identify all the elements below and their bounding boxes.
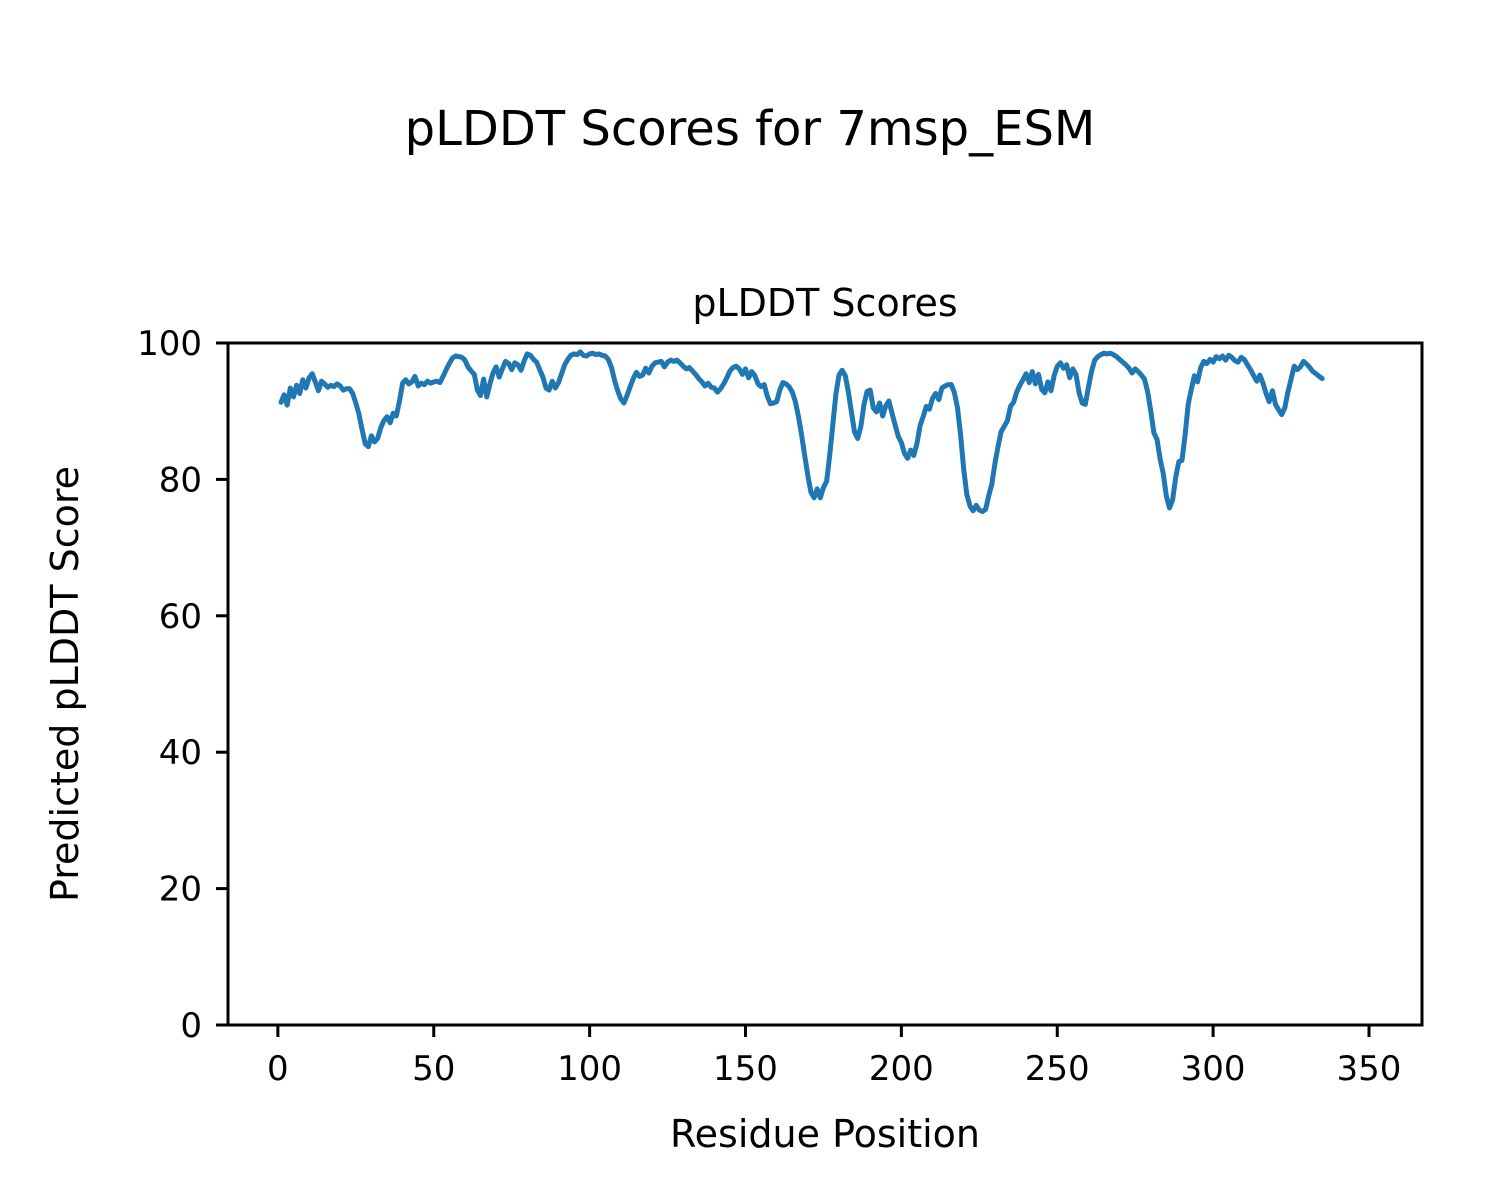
plddt-series-line — [278, 349, 1325, 514]
x-axis-label: Residue Position — [670, 1112, 980, 1156]
figure-suptitle: pLDDT Scores for 7msp_ESM — [405, 101, 1096, 157]
y-tick-label: 100 — [137, 324, 202, 364]
y-tick-marks — [216, 341, 228, 1027]
y-tick-label: 0 — [180, 1006, 202, 1046]
x-tick-labels: 0 50 100 150 200 250 300 350 — [267, 1049, 1401, 1089]
x-tick-label: 350 — [1337, 1049, 1402, 1089]
x-tick-label: 300 — [1181, 1049, 1246, 1089]
axes-spines — [226, 341, 1424, 1027]
y-tick-label: 40 — [159, 733, 202, 773]
x-tick-label: 0 — [267, 1049, 289, 1089]
x-tick-label: 100 — [557, 1049, 622, 1089]
y-tick-label: 80 — [159, 460, 202, 500]
y-tick-labels: 0 20 40 60 80 100 — [137, 324, 202, 1046]
x-tick-label: 200 — [869, 1049, 934, 1089]
axes-title: pLDDT Scores — [692, 281, 957, 325]
y-axis-label: Predicted pLDDT Score — [43, 466, 87, 902]
plddt-line — [278, 349, 1325, 514]
x-tick-label: 50 — [412, 1049, 455, 1089]
y-tick-label: 20 — [159, 870, 202, 910]
x-tick-marks — [276, 1025, 1371, 1037]
x-tick-label: 150 — [713, 1049, 778, 1089]
x-tick-label: 250 — [1025, 1049, 1090, 1089]
y-tick-label: 60 — [159, 597, 202, 637]
